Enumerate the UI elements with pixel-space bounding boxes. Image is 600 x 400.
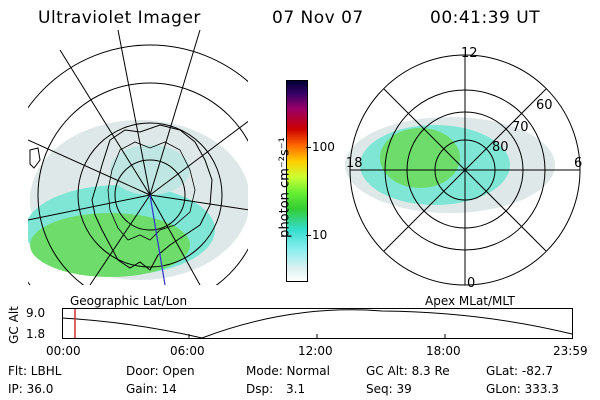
info-seq: Seq: 39	[366, 382, 412, 396]
magnetic-image	[345, 54, 581, 286]
info-dsp-label: Dsp:	[246, 382, 274, 396]
colorbar-tick-100: 100	[312, 140, 335, 154]
altitude-plot	[62, 308, 573, 339]
mlt-label-6: 6	[574, 156, 583, 171]
colorbar-tickmark	[306, 147, 311, 148]
lat-label-80: 80	[492, 140, 509, 155]
colorbar	[286, 80, 308, 282]
colorbar-tick-10: 10	[312, 228, 328, 242]
altitude-xtick-1: 06:00	[170, 344, 205, 358]
info-glat: GLat: -82.7	[486, 364, 553, 378]
info-dsp-value: 3.1	[286, 382, 306, 396]
altitude-xtick-3: 18:00	[426, 344, 461, 358]
colorbar-unit-label: photon cm⁻²s⁻¹	[277, 137, 293, 238]
info-door: Door: Open	[126, 364, 195, 378]
left-panel-caption: Geographic Lat/Lon	[70, 294, 188, 308]
altitude-ylabel: GC Alt	[7, 306, 21, 344]
right-panel-caption: Apex MLat/MLT	[425, 294, 515, 308]
mlt-label-0: 0	[467, 276, 476, 291]
lat-label-70: 70	[512, 120, 529, 135]
altitude-ytick-top: 9.0	[26, 306, 46, 320]
altitude-xtick-2: 12:00	[298, 344, 333, 358]
instrument-title: Ultraviolet Imager	[38, 8, 201, 28]
mlt-label-18: 18	[346, 156, 363, 171]
info-ip: IP: 36.0	[8, 382, 54, 396]
info-mode: Mode: Normal	[246, 364, 330, 378]
info-gain: Gain: 14	[126, 382, 177, 396]
altitude-xtick-4: 23:59	[553, 344, 588, 358]
info-filter: Flt: LBHL	[8, 364, 62, 378]
info-glon: GLon: 333.3	[486, 382, 559, 396]
lat-label-60: 60	[536, 98, 553, 113]
altitude-ytick-bottom: 1.8	[26, 327, 46, 341]
date-label: 07 Nov 07	[272, 8, 364, 28]
geographic-image	[28, 30, 248, 285]
mlt-label-12: 12	[461, 46, 478, 61]
altitude-xtick-0: 00:00	[46, 344, 81, 358]
colorbar-tickmark	[306, 235, 311, 236]
info-gc-alt: GC Alt: 8.3 Re	[366, 364, 450, 378]
time-label: 00:41:39 UT	[430, 8, 541, 28]
